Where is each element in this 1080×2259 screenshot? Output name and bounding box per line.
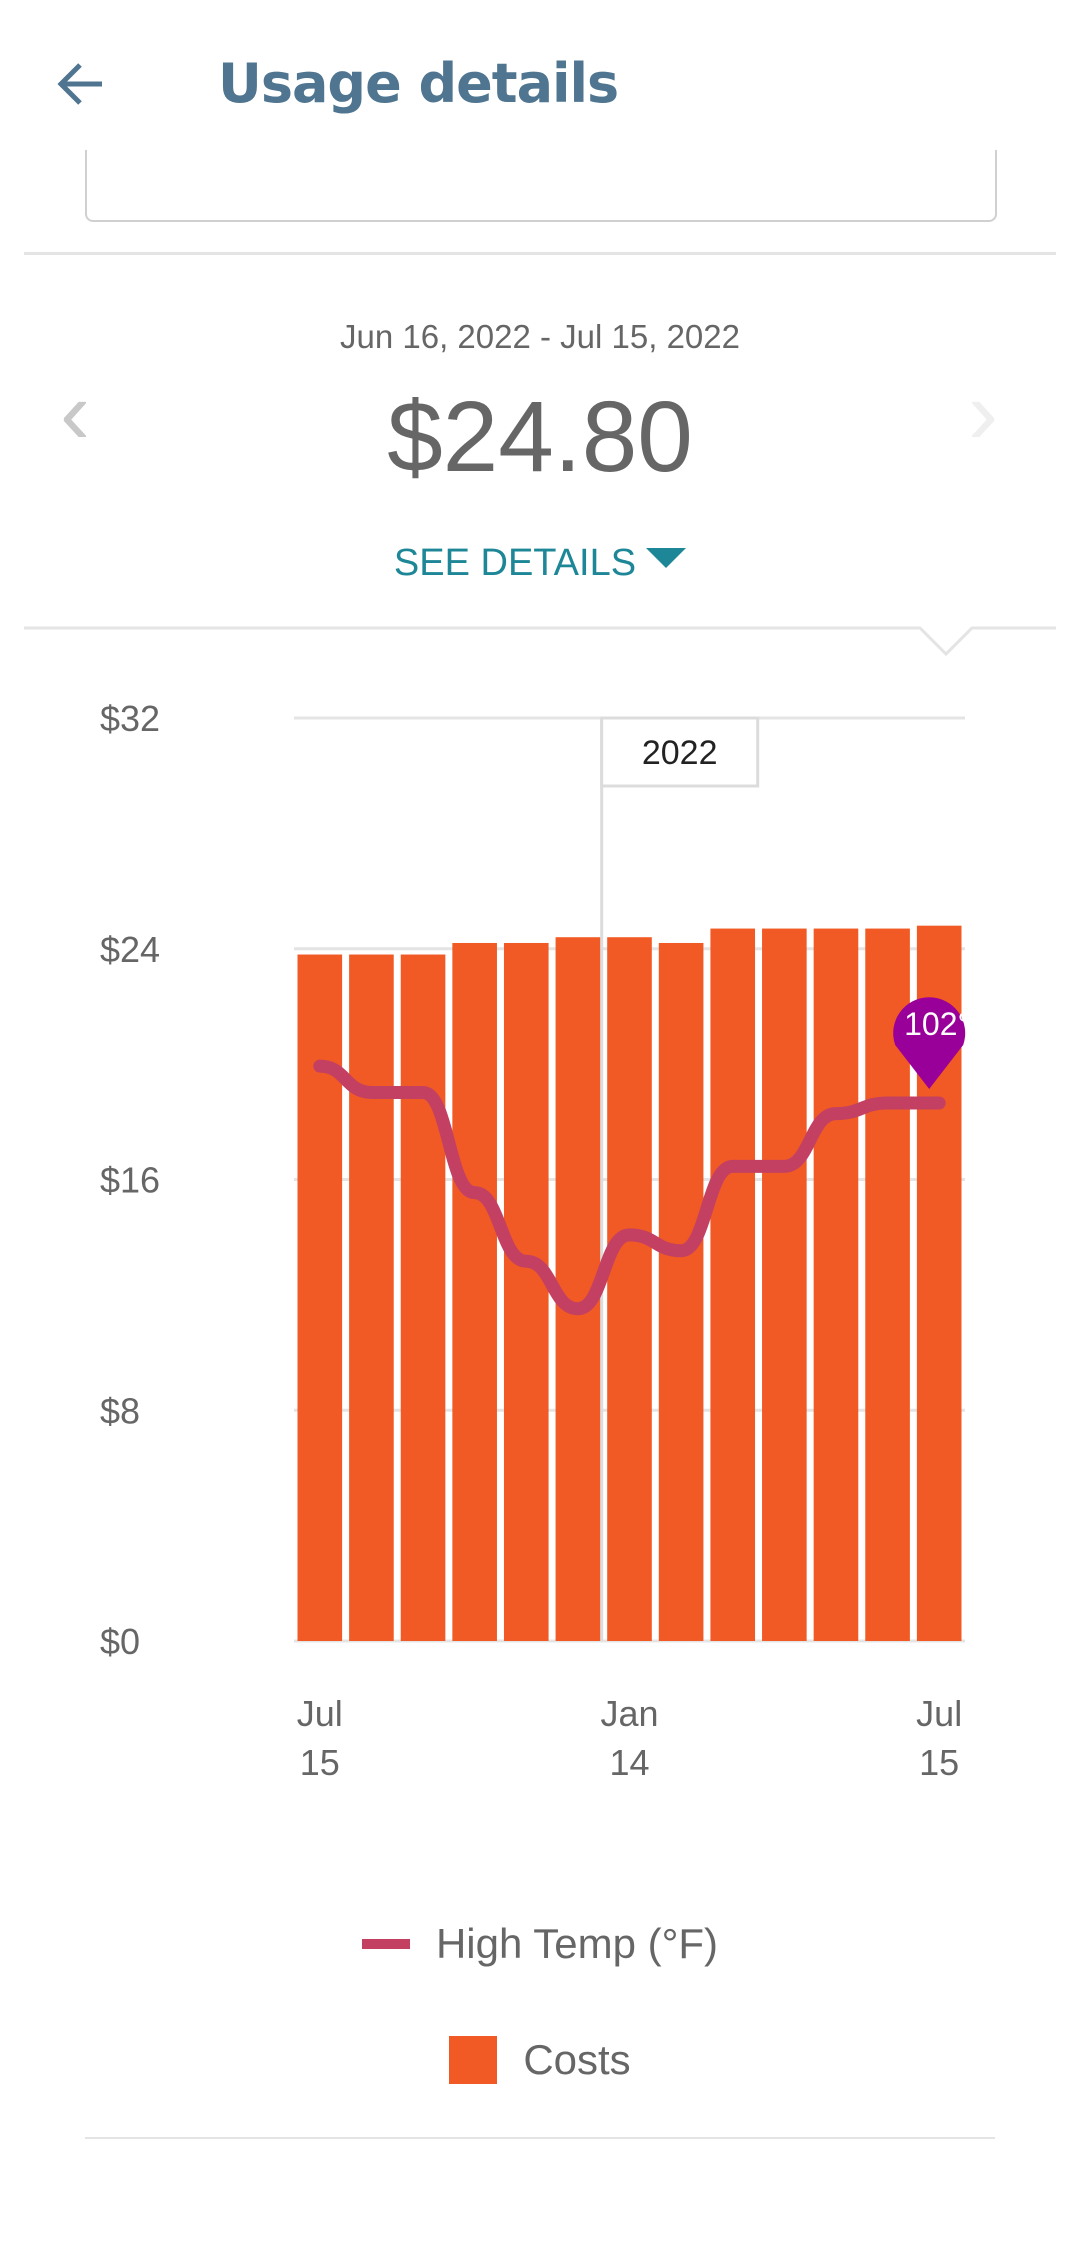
x-tick-label: 15	[919, 1742, 959, 1783]
bar	[400, 954, 446, 1641]
y-tick-label: $32	[100, 698, 160, 739]
bar	[503, 942, 549, 1641]
temp-marker	[893, 997, 966, 1090]
divider	[24, 252, 1056, 255]
box-swatch-icon	[449, 2036, 498, 2084]
x-tick-label: Jan	[600, 1693, 658, 1734]
bar	[297, 954, 343, 1641]
year-label: 2022	[642, 734, 718, 772]
usage-chart: $0 $8 $16 $24 $32 2022 102° Jul 15 Jan 14 Jul 15	[100, 698, 970, 1783]
y-tick-label: $24	[100, 929, 160, 970]
year-label-box	[600, 716, 760, 788]
legend-item-temp[interactable]: High Temp (°F)	[0, 1920, 1080, 1968]
legend-item-costs[interactable]: Costs	[0, 2036, 1080, 2084]
temp-marker-label: 102°	[904, 1006, 970, 1042]
see-details-button[interactable]: SEE DETAILS	[0, 542, 1080, 585]
bar	[349, 954, 394, 1641]
caret-down-icon	[646, 548, 687, 568]
temp-line	[313, 1059, 946, 1316]
next-period-button[interactable]: ›	[968, 363, 998, 463]
previous-period-button[interactable]: ‹	[60, 363, 90, 463]
bar	[607, 937, 652, 1641]
divider-with-notch	[24, 626, 1056, 657]
bar	[658, 942, 704, 1641]
legend-label: High Temp (°F)	[435, 1920, 719, 1967]
legend-label: Costs	[523, 2036, 631, 2083]
x-tick-label: 14	[609, 1742, 649, 1783]
x-tick-label: Jul	[297, 1693, 343, 1734]
account-card[interactable]	[85, 150, 997, 222]
page-title: Usage details	[218, 52, 619, 115]
see-details-label: SEE DETAILS	[393, 542, 637, 584]
y-tick-label: $16	[100, 1160, 160, 1201]
y-tick-label: $8	[100, 1390, 140, 1431]
bar	[452, 942, 497, 1641]
bar	[813, 928, 859, 1641]
divider	[85, 2137, 995, 2139]
back-button[interactable]	[50, 52, 114, 116]
total-amount: $24.80	[387, 381, 693, 493]
y-tick-label: $0	[100, 1621, 140, 1662]
line-swatch-icon	[361, 1939, 410, 1949]
x-tick-label: Jul	[916, 1693, 962, 1734]
arrow-left-icon	[57, 63, 102, 105]
date-range: Jun 16, 2022 - Jul 15, 2022	[340, 318, 740, 355]
bar	[710, 928, 756, 1641]
bar	[762, 928, 807, 1641]
x-tick-label: 15	[300, 1742, 340, 1783]
